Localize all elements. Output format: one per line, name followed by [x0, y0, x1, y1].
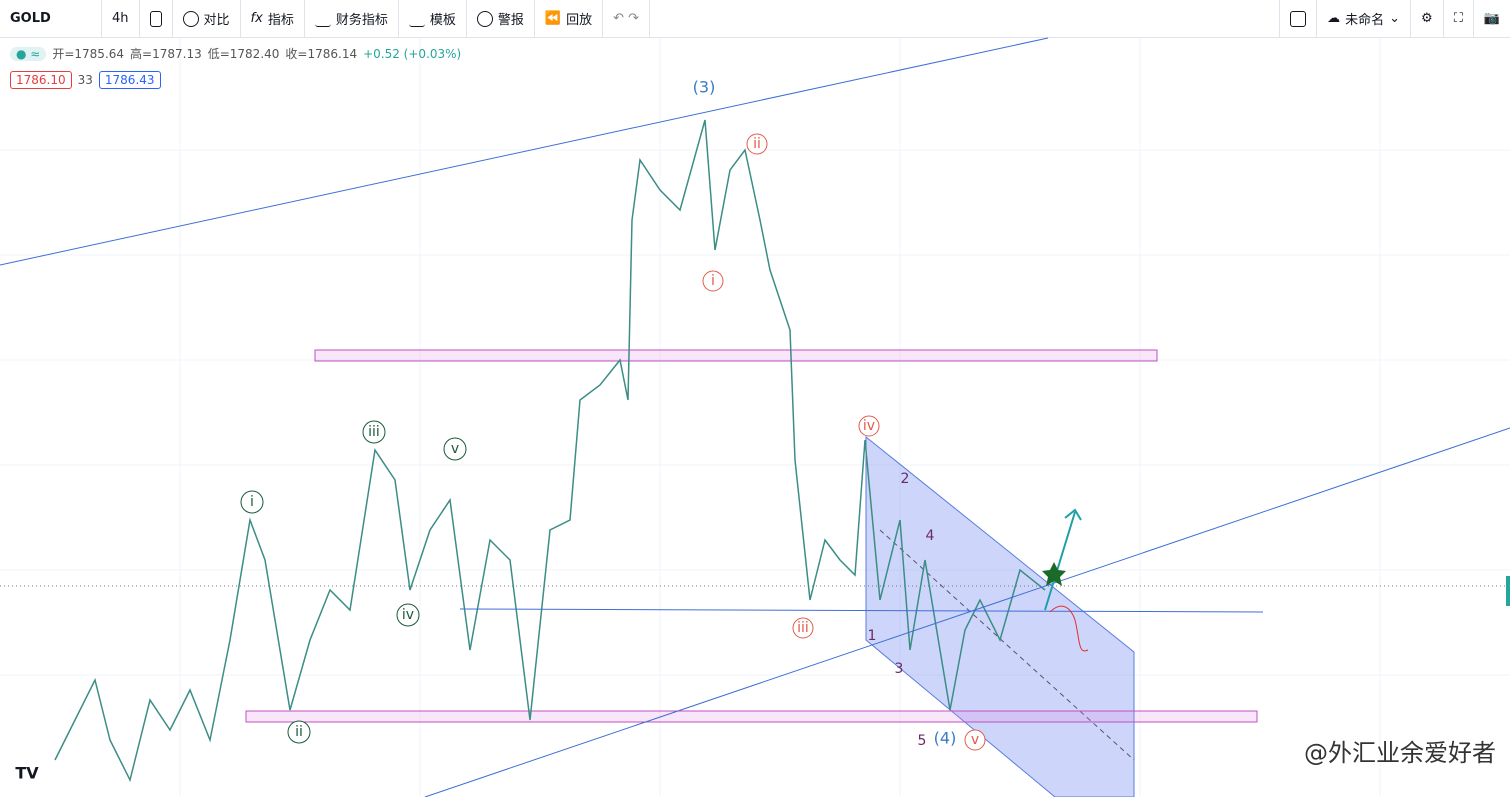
bid[interactable]: 1786.10 — [10, 71, 72, 89]
price-tag — [1506, 576, 1510, 606]
star — [1042, 562, 1066, 586]
wave-label: 4 — [926, 528, 935, 544]
wave-label: v — [451, 441, 459, 457]
wave-label: ii — [295, 724, 303, 740]
circle — [702, 270, 724, 292]
alerts[interactable]: 警报 — [467, 0, 535, 37]
wave-label: v — [971, 732, 979, 748]
trend-line — [424, 427, 1510, 797]
quote: 1786.10 33 1786.43 — [10, 71, 161, 89]
circle — [746, 133, 768, 155]
channel-mid — [879, 529, 1135, 761]
wave-label: iii — [797, 620, 809, 636]
label: 指标 — [267, 13, 294, 28]
label: 财务指标 — [335, 13, 388, 28]
circle — [858, 415, 880, 437]
zone — [314, 349, 1158, 362]
settings[interactable]: ⚙ — [1411, 0, 1444, 37]
wave-label: iv — [863, 418, 875, 434]
wave-label: iv — [402, 607, 414, 623]
status: ● ≈ — [10, 46, 47, 61]
label: 模板 — [429, 13, 456, 28]
wave-label: i — [250, 494, 254, 510]
logo: TV — [15, 764, 39, 783]
ohlc: 低=1782.40 — [207, 47, 280, 61]
circle — [240, 490, 264, 514]
replay[interactable]: ⏪ 回放 — [535, 0, 604, 37]
zone — [245, 710, 1258, 723]
indicators[interactable]: fx 指标 — [241, 0, 305, 37]
wave-label: 5 — [918, 733, 927, 749]
label: 对比 — [203, 13, 230, 28]
interval[interactable]: 4h — [102, 0, 140, 37]
screenshot[interactable]: 📷 — [1483, 11, 1500, 26]
spread: 33 — [77, 73, 93, 87]
circle — [792, 617, 814, 639]
arrow — [1044, 508, 1082, 611]
ohlc: 高=1787.13 — [130, 47, 202, 61]
fullscreen[interactable]: ⛶ — [1444, 0, 1474, 37]
change: +0.52 (+0.03%) — [363, 46, 462, 61]
label: 回放 — [566, 13, 593, 28]
symbol[interactable]: GOLD — [0, 0, 102, 37]
ohlc: 开=1785.64 — [52, 47, 125, 61]
watermark: @外汇业余爱好者 — [1304, 739, 1496, 767]
circle — [964, 729, 986, 751]
templates[interactable]: 模板 — [399, 0, 467, 37]
undo-redo[interactable]: ↶ ↷ — [603, 0, 650, 37]
wave-label: iii — [368, 424, 380, 440]
chart-style[interactable] — [140, 0, 173, 37]
ohlc: 收=1786.14 — [285, 47, 358, 61]
wave-label: ii — [753, 136, 761, 152]
trend-line — [0, 37, 1049, 266]
path-sketch — [1049, 605, 1089, 652]
wave-labels: (3) ii i iii v iv ii iii iv i 2 4 1 3 5 … — [240, 78, 986, 751]
circle — [287, 720, 311, 744]
level-line — [459, 608, 1264, 613]
compare[interactable]: 对比 — [173, 0, 241, 37]
wave-label: (4) — [934, 729, 957, 748]
layout[interactable]: ☁ 未命名 ⌄ — [1317, 0, 1412, 37]
circle — [443, 437, 467, 461]
fullscreen-box[interactable] — [1279, 0, 1318, 37]
financials[interactable]: 财务指标 — [305, 0, 399, 37]
wave-label: 1 — [868, 628, 877, 644]
label: 未命名 — [1345, 13, 1385, 28]
wave-label: i — [711, 273, 715, 289]
wave-label: 3 — [895, 661, 904, 677]
ask[interactable]: 1786.43 — [98, 71, 161, 89]
grid — [0, 38, 1510, 797]
label: 警报 — [497, 13, 524, 28]
legend: ● ≈ 开=1785.64 高=1787.13 低=1782.40 收=1786… — [10, 45, 461, 62]
channel — [865, 435, 1135, 797]
price-path — [54, 119, 1046, 783]
wave-label: (3) — [693, 78, 716, 97]
wave-label: 2 — [901, 471, 910, 487]
circle — [362, 420, 386, 444]
circle — [396, 603, 420, 627]
toolbar: GOLD 4h 对比 fx 指标 财务指标 模板 警报 ⏪ 回放 ↶ ↷ ☁ 未命名… — [0, 0, 1510, 38]
